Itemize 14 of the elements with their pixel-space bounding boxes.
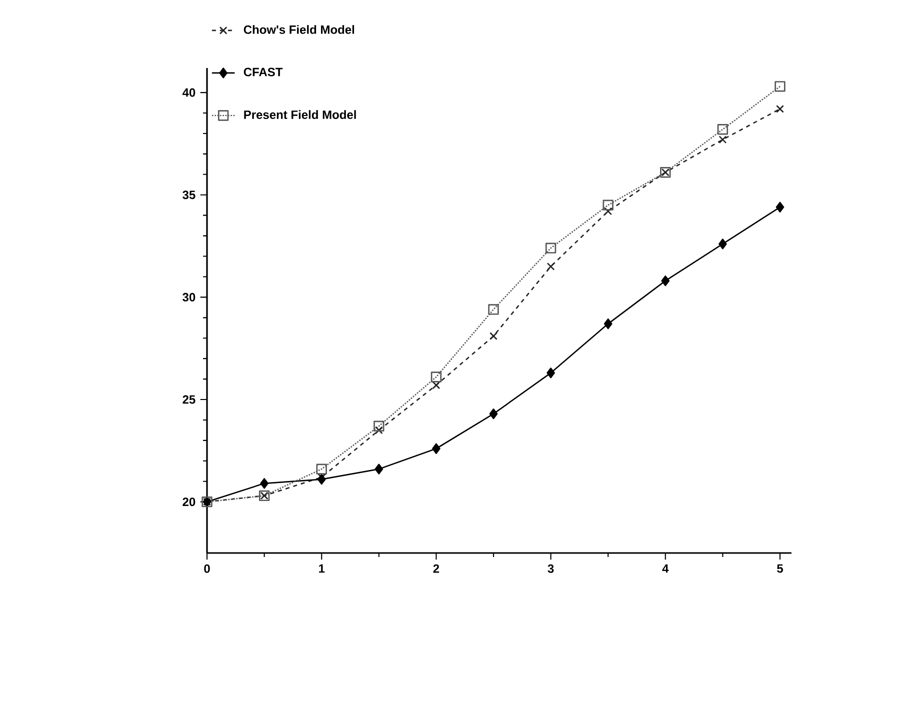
y-tick-label: 35 [182,190,196,200]
y-tick-label: 40 [182,88,196,97]
legend-label: CFAST [244,68,283,76]
x-tick-label: 5 [777,564,783,573]
legend-label: Chow's Field Model [244,25,354,34]
x-tick-label: 4 [662,564,669,573]
x-tick-label: 2 [433,564,440,573]
legend-label: Present Field Model [244,110,356,119]
y-tick-label: 25 [182,395,196,404]
y-tick-label: 20 [182,498,196,506]
x-tick-label: 3 [548,564,554,573]
y-tick-label: 30 [182,292,196,302]
x-tick-label: 0 [204,564,210,573]
x-tick-label: 1 [319,564,325,573]
